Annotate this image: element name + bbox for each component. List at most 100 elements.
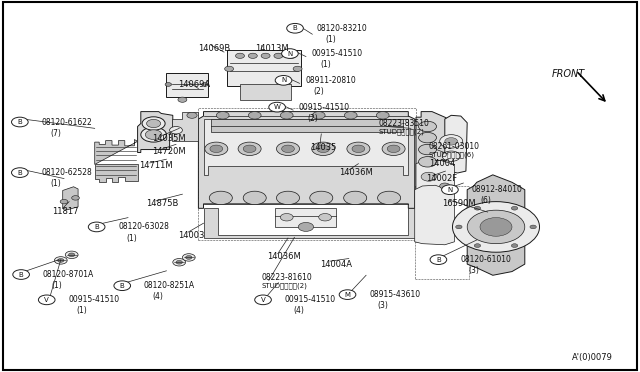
Text: 14069B: 14069B bbox=[198, 44, 230, 53]
Circle shape bbox=[421, 172, 436, 181]
Text: B: B bbox=[17, 170, 22, 176]
Polygon shape bbox=[172, 112, 198, 141]
Bar bbox=[166, 73, 208, 97]
Circle shape bbox=[236, 53, 244, 58]
Text: STUDスタッド(2): STUDスタッド(2) bbox=[379, 128, 425, 135]
Text: B: B bbox=[292, 25, 298, 31]
Circle shape bbox=[65, 251, 78, 259]
Text: B: B bbox=[436, 257, 441, 263]
Text: (6): (6) bbox=[480, 196, 491, 205]
Circle shape bbox=[378, 191, 401, 205]
Circle shape bbox=[88, 222, 105, 232]
Bar bbox=[240, 84, 291, 100]
Text: (1): (1) bbox=[325, 35, 336, 44]
Circle shape bbox=[347, 142, 370, 155]
Circle shape bbox=[243, 191, 266, 205]
Circle shape bbox=[282, 145, 294, 153]
Circle shape bbox=[419, 132, 436, 143]
Polygon shape bbox=[95, 140, 138, 164]
Circle shape bbox=[178, 97, 187, 102]
Circle shape bbox=[142, 117, 165, 130]
Text: N: N bbox=[447, 187, 452, 193]
Text: 14720M: 14720M bbox=[152, 147, 186, 156]
Text: 14013M: 14013M bbox=[255, 44, 289, 53]
Circle shape bbox=[141, 127, 166, 142]
Text: 14004: 14004 bbox=[429, 159, 455, 168]
Text: 14875B: 14875B bbox=[146, 199, 179, 208]
Text: 14069A: 14069A bbox=[178, 80, 210, 89]
Circle shape bbox=[280, 214, 293, 221]
Circle shape bbox=[480, 218, 512, 236]
Text: 14036M: 14036M bbox=[268, 252, 301, 261]
Circle shape bbox=[319, 214, 332, 221]
Text: STUDスタッド(2): STUDスタッド(2) bbox=[261, 282, 307, 289]
Circle shape bbox=[12, 168, 28, 177]
Bar bbox=[198, 108, 416, 240]
Text: 11817: 11817 bbox=[52, 207, 79, 216]
Bar bbox=[211, 119, 403, 132]
Circle shape bbox=[170, 126, 182, 134]
Circle shape bbox=[442, 151, 460, 161]
Text: N: N bbox=[287, 51, 292, 57]
Circle shape bbox=[261, 53, 270, 58]
Circle shape bbox=[145, 130, 162, 140]
Circle shape bbox=[68, 253, 75, 257]
Polygon shape bbox=[198, 112, 415, 208]
Circle shape bbox=[452, 202, 540, 252]
Circle shape bbox=[38, 295, 55, 305]
Polygon shape bbox=[415, 185, 454, 245]
Circle shape bbox=[293, 66, 302, 71]
Circle shape bbox=[376, 112, 389, 119]
Polygon shape bbox=[445, 115, 467, 173]
Text: B: B bbox=[94, 224, 99, 230]
Text: 08120-63028: 08120-63028 bbox=[118, 222, 169, 231]
Text: 00915-41510: 00915-41510 bbox=[285, 295, 336, 304]
Circle shape bbox=[275, 76, 292, 85]
Circle shape bbox=[280, 112, 293, 119]
Text: A'(0)0079: A'(0)0079 bbox=[572, 353, 613, 362]
Polygon shape bbox=[95, 164, 138, 182]
Text: 00915-41510: 00915-41510 bbox=[312, 49, 363, 58]
Text: 08120-61010: 08120-61010 bbox=[460, 255, 511, 264]
Text: (1): (1) bbox=[50, 179, 61, 188]
Text: 08912-84010: 08912-84010 bbox=[472, 185, 522, 194]
Circle shape bbox=[60, 199, 68, 204]
Text: B: B bbox=[19, 272, 24, 278]
Circle shape bbox=[248, 112, 261, 119]
Circle shape bbox=[269, 102, 285, 112]
Circle shape bbox=[419, 157, 436, 167]
Circle shape bbox=[287, 53, 296, 58]
Text: 08223-81610: 08223-81610 bbox=[261, 273, 312, 282]
Circle shape bbox=[467, 210, 525, 244]
Circle shape bbox=[209, 191, 232, 205]
Circle shape bbox=[442, 185, 458, 195]
Circle shape bbox=[530, 225, 536, 229]
Circle shape bbox=[339, 290, 356, 299]
Circle shape bbox=[114, 281, 131, 291]
Text: 08261-03010: 08261-03010 bbox=[429, 142, 480, 151]
Text: (3): (3) bbox=[468, 266, 479, 275]
Text: 08915-43610: 08915-43610 bbox=[369, 290, 420, 299]
Text: 14004A: 14004A bbox=[320, 260, 352, 269]
Circle shape bbox=[72, 196, 79, 200]
Circle shape bbox=[282, 49, 298, 58]
Circle shape bbox=[202, 83, 208, 86]
Circle shape bbox=[12, 117, 28, 127]
Text: 08120-62528: 08120-62528 bbox=[42, 168, 92, 177]
Circle shape bbox=[511, 206, 518, 210]
Circle shape bbox=[165, 83, 172, 86]
Text: W: W bbox=[274, 104, 280, 110]
Polygon shape bbox=[138, 112, 173, 153]
Text: 14003: 14003 bbox=[178, 231, 204, 240]
Circle shape bbox=[58, 259, 64, 262]
Text: (1): (1) bbox=[51, 281, 62, 290]
Circle shape bbox=[317, 145, 330, 153]
Text: (4): (4) bbox=[293, 307, 304, 315]
Text: 08120-8251A: 08120-8251A bbox=[144, 281, 195, 290]
Circle shape bbox=[147, 119, 161, 128]
Polygon shape bbox=[416, 160, 454, 193]
Circle shape bbox=[312, 142, 335, 155]
Text: B: B bbox=[17, 119, 22, 125]
Circle shape bbox=[440, 135, 463, 148]
Circle shape bbox=[276, 142, 300, 155]
